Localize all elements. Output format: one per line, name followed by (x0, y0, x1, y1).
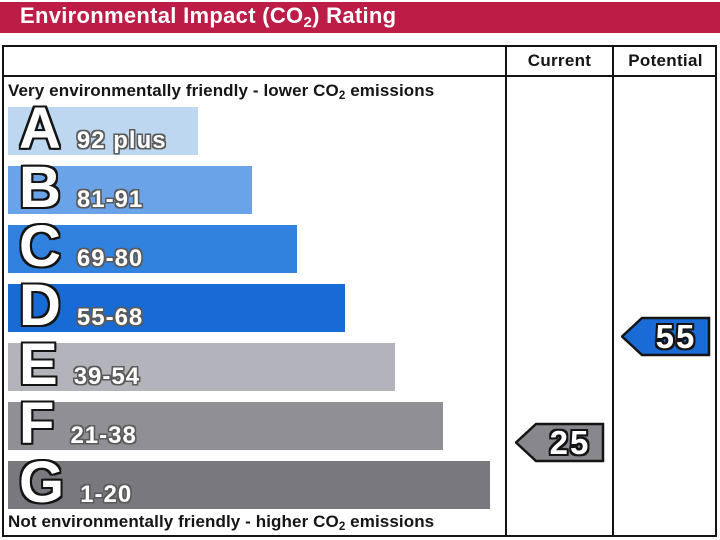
potential-column-header: Potential (628, 51, 703, 70)
band-e-letter: E (19, 332, 58, 397)
page-title: Environmental Impact (CO2) Rating (20, 3, 396, 31)
band-g-range: 1-20 (80, 481, 133, 508)
band-f-range: 21-38 (70, 422, 137, 449)
left-arrow-icon (515, 422, 605, 463)
top-note-subscript: 2 (338, 90, 346, 103)
left-arrow-icon (621, 316, 711, 357)
band-g: G 1-20 (8, 450, 490, 515)
band-a-range: 92 plus (76, 127, 167, 154)
page-title-text: Environmental Impact (CO (20, 3, 304, 29)
potential-rating-value: 55 (655, 317, 697, 355)
band-e-range: 39-54 (73, 363, 141, 390)
band-a-letter: A (19, 96, 61, 161)
page-title-subscript: 2 (303, 14, 313, 32)
band-b-letter: B (19, 155, 61, 220)
band-f: F 21-38 (8, 391, 443, 456)
bottom-note-text-end: emissions (345, 512, 435, 531)
top-note-text: Very environmentally friendly - lower CO (8, 81, 339, 100)
band-b: B 81-91 (8, 155, 252, 220)
band-c-letter: C (19, 214, 61, 279)
band-f-letter: F (19, 391, 55, 456)
bottom-note: Not environmentally friendly - higher CO… (8, 512, 434, 533)
rating-table-frame (2, 45, 717, 537)
chart-title-bar: Environmental Impact (CO2) Rating (0, 2, 720, 33)
potential-rating-arrow: 55 (621, 316, 711, 357)
bottom-note-text: Not environmentally friendly - higher CO (8, 512, 339, 531)
band-d-letter: D (19, 273, 61, 338)
page-title-text-end: ) Rating (312, 3, 397, 29)
current-rating-arrow: 25 (515, 422, 605, 463)
band-c: C 69-80 (8, 214, 297, 279)
band-d: D 55-68 (8, 273, 345, 338)
current-column-header: Current (527, 51, 592, 70)
top-note: Very environmentally friendly - lower CO… (8, 81, 434, 102)
potential-column-line (612, 45, 614, 537)
table-header-separator (2, 75, 717, 77)
band-g-letter: G (19, 450, 65, 515)
band-d-range: 55-68 (76, 304, 144, 331)
band-e: E 39-54 (8, 332, 395, 397)
band-a: A 92 plus (8, 96, 198, 161)
current-column-line (505, 45, 507, 537)
bottom-note-subscript: 2 (338, 521, 346, 534)
current-rating-value: 25 (549, 423, 591, 461)
band-b-range: 81-91 (76, 186, 144, 213)
top-note-text-end: emissions (345, 81, 435, 100)
band-c-range: 69-80 (76, 245, 144, 272)
